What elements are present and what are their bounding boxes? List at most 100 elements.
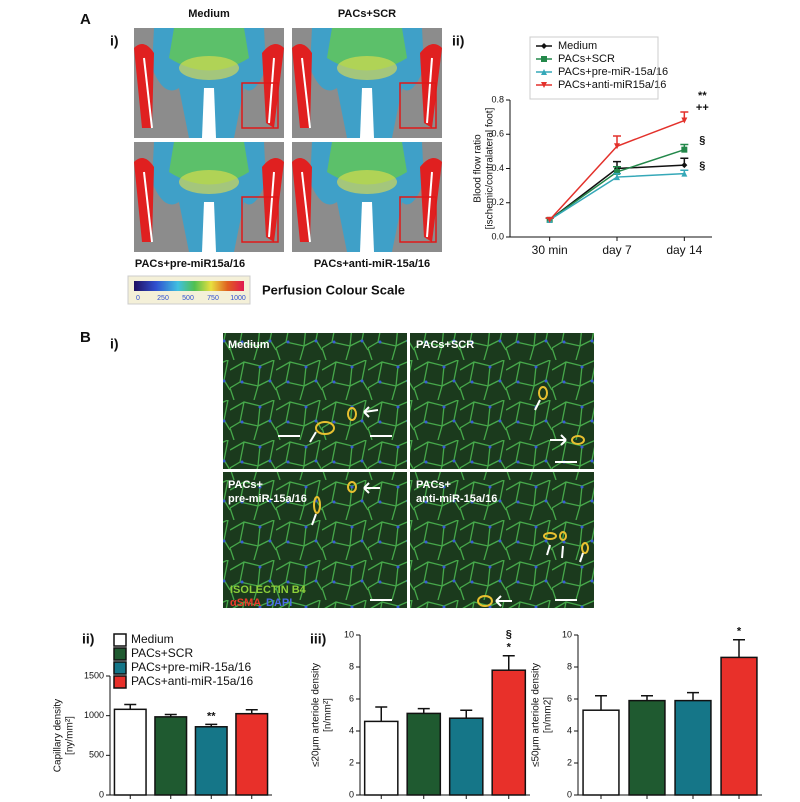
bar [113,708,147,796]
legend-label: Medium [131,632,174,646]
color-scale [134,281,244,291]
annotation: * [737,626,742,638]
y-tick-label: 4 [349,725,354,735]
y-tick-label: 8 [567,661,572,671]
series-line [549,148,685,221]
bar [363,720,399,796]
error-bar [687,691,699,701]
annotation: ++ [696,102,709,114]
point [546,216,553,223]
legend-marker [541,56,547,62]
legend-label: PACs+anti-miR-15a/16 [131,674,253,688]
point [681,162,688,169]
x-tick-label: 30 min [532,243,568,257]
panel-label: ii) [82,631,94,647]
panel-label: i) [110,33,119,49]
legend-label: PACs+SCR [131,646,193,660]
legend-label: PACs+pre-miR-15a/16 [558,66,668,78]
legend-swatch [113,675,127,689]
bar [194,726,228,796]
x-tick-label: day 14 [666,243,702,257]
error-bar [595,695,607,711]
y-tick-label: 0.6 [491,129,504,139]
legend-marker [541,43,547,49]
legend-swatch [113,647,127,661]
legend-swatch [113,661,127,675]
y-tick-label: 6 [567,693,572,703]
scale-tick-label: 750 [207,295,219,302]
error-bar [641,695,653,701]
bar [154,716,188,796]
panel-label: B [80,329,91,346]
legend-label: Medium [558,40,597,52]
y-axis-label: Blood flow ratio [473,134,484,203]
image-label: pre-miR-15a/16 [228,493,307,505]
y-tick-label: 8 [349,661,354,671]
y-tick-label: 0 [567,789,572,799]
bar [582,709,620,796]
y-tick-label: 0 [349,789,354,799]
legend-swatch [113,633,127,647]
image-label: PACs+pre-miR15a/16 [135,258,245,270]
bar [628,699,666,796]
error-bar [375,706,388,722]
y-axis-label: ≤50μm arteriole density [531,663,542,767]
y-tick-label: 0 [99,789,104,799]
stain-label: ISOLECTIN B4 [230,584,307,596]
y-tick-label: 2 [349,757,354,767]
doppler-images [132,28,442,252]
bar [674,699,712,796]
micro-images [223,333,594,608]
scale-tick-label: 1000 [230,295,246,302]
y-tick-label: 1000 [84,710,104,720]
point [681,117,688,124]
y-tick-label: 10 [344,629,354,639]
panel-label: iii) [310,631,326,647]
annotation: ** [207,710,216,722]
scale-tick-label: 250 [157,295,169,302]
point [681,170,688,177]
image-label: PACs+ [416,479,451,491]
error-bar [124,703,137,710]
error-bar [417,707,430,714]
y-axis-label: Capillary density [53,699,64,772]
y-tick-label: 1500 [84,670,104,680]
bar [448,717,484,796]
y-tick-label: 500 [89,750,104,760]
point [614,143,620,150]
stain-label: αSMA [230,597,261,609]
point [614,174,620,181]
y-tick-label: 2 [567,757,572,767]
y-tick-label: 0.2 [491,197,504,207]
annotation: § [506,629,512,641]
image-label: PACs+anti-miR-15a/16 [314,258,430,270]
panel-label: A [80,11,91,28]
y-tick-label: 6 [349,693,354,703]
y-axis-label: [ischemic/contralateral foot] [485,107,496,229]
image-label: PACs+SCR [338,8,396,20]
annotation: * [507,642,512,654]
annotation: § [699,160,705,172]
y-tick-label: 0.0 [491,231,504,241]
stain-label: DAPI [266,597,292,609]
legend-marker [541,69,547,75]
error-bar [733,639,745,658]
image-label: Medium [228,339,270,351]
y-tick-label: 4 [567,725,572,735]
panel-label: i) [110,336,119,352]
error-bar [502,655,515,671]
image-label: PACs+ [228,479,263,491]
x-tick-label: day 7 [602,243,632,257]
legend-label: PACs+SCR [558,53,615,65]
y-axis-label: [n/mm²] [323,698,334,732]
legend-label: PACs+pre-miR-15a/16 [131,660,251,674]
scale-tick-label: 500 [182,295,194,302]
bar [235,712,269,796]
bar [406,712,442,796]
y-tick-label: 10 [562,629,572,639]
y-tick-label: 0.8 [491,94,504,104]
y-axis-label: ≤20μm arteriole density [311,663,322,767]
image-label: anti-miR-15a/16 [416,493,497,505]
scale-title: Perfusion Colour Scale [262,282,405,297]
